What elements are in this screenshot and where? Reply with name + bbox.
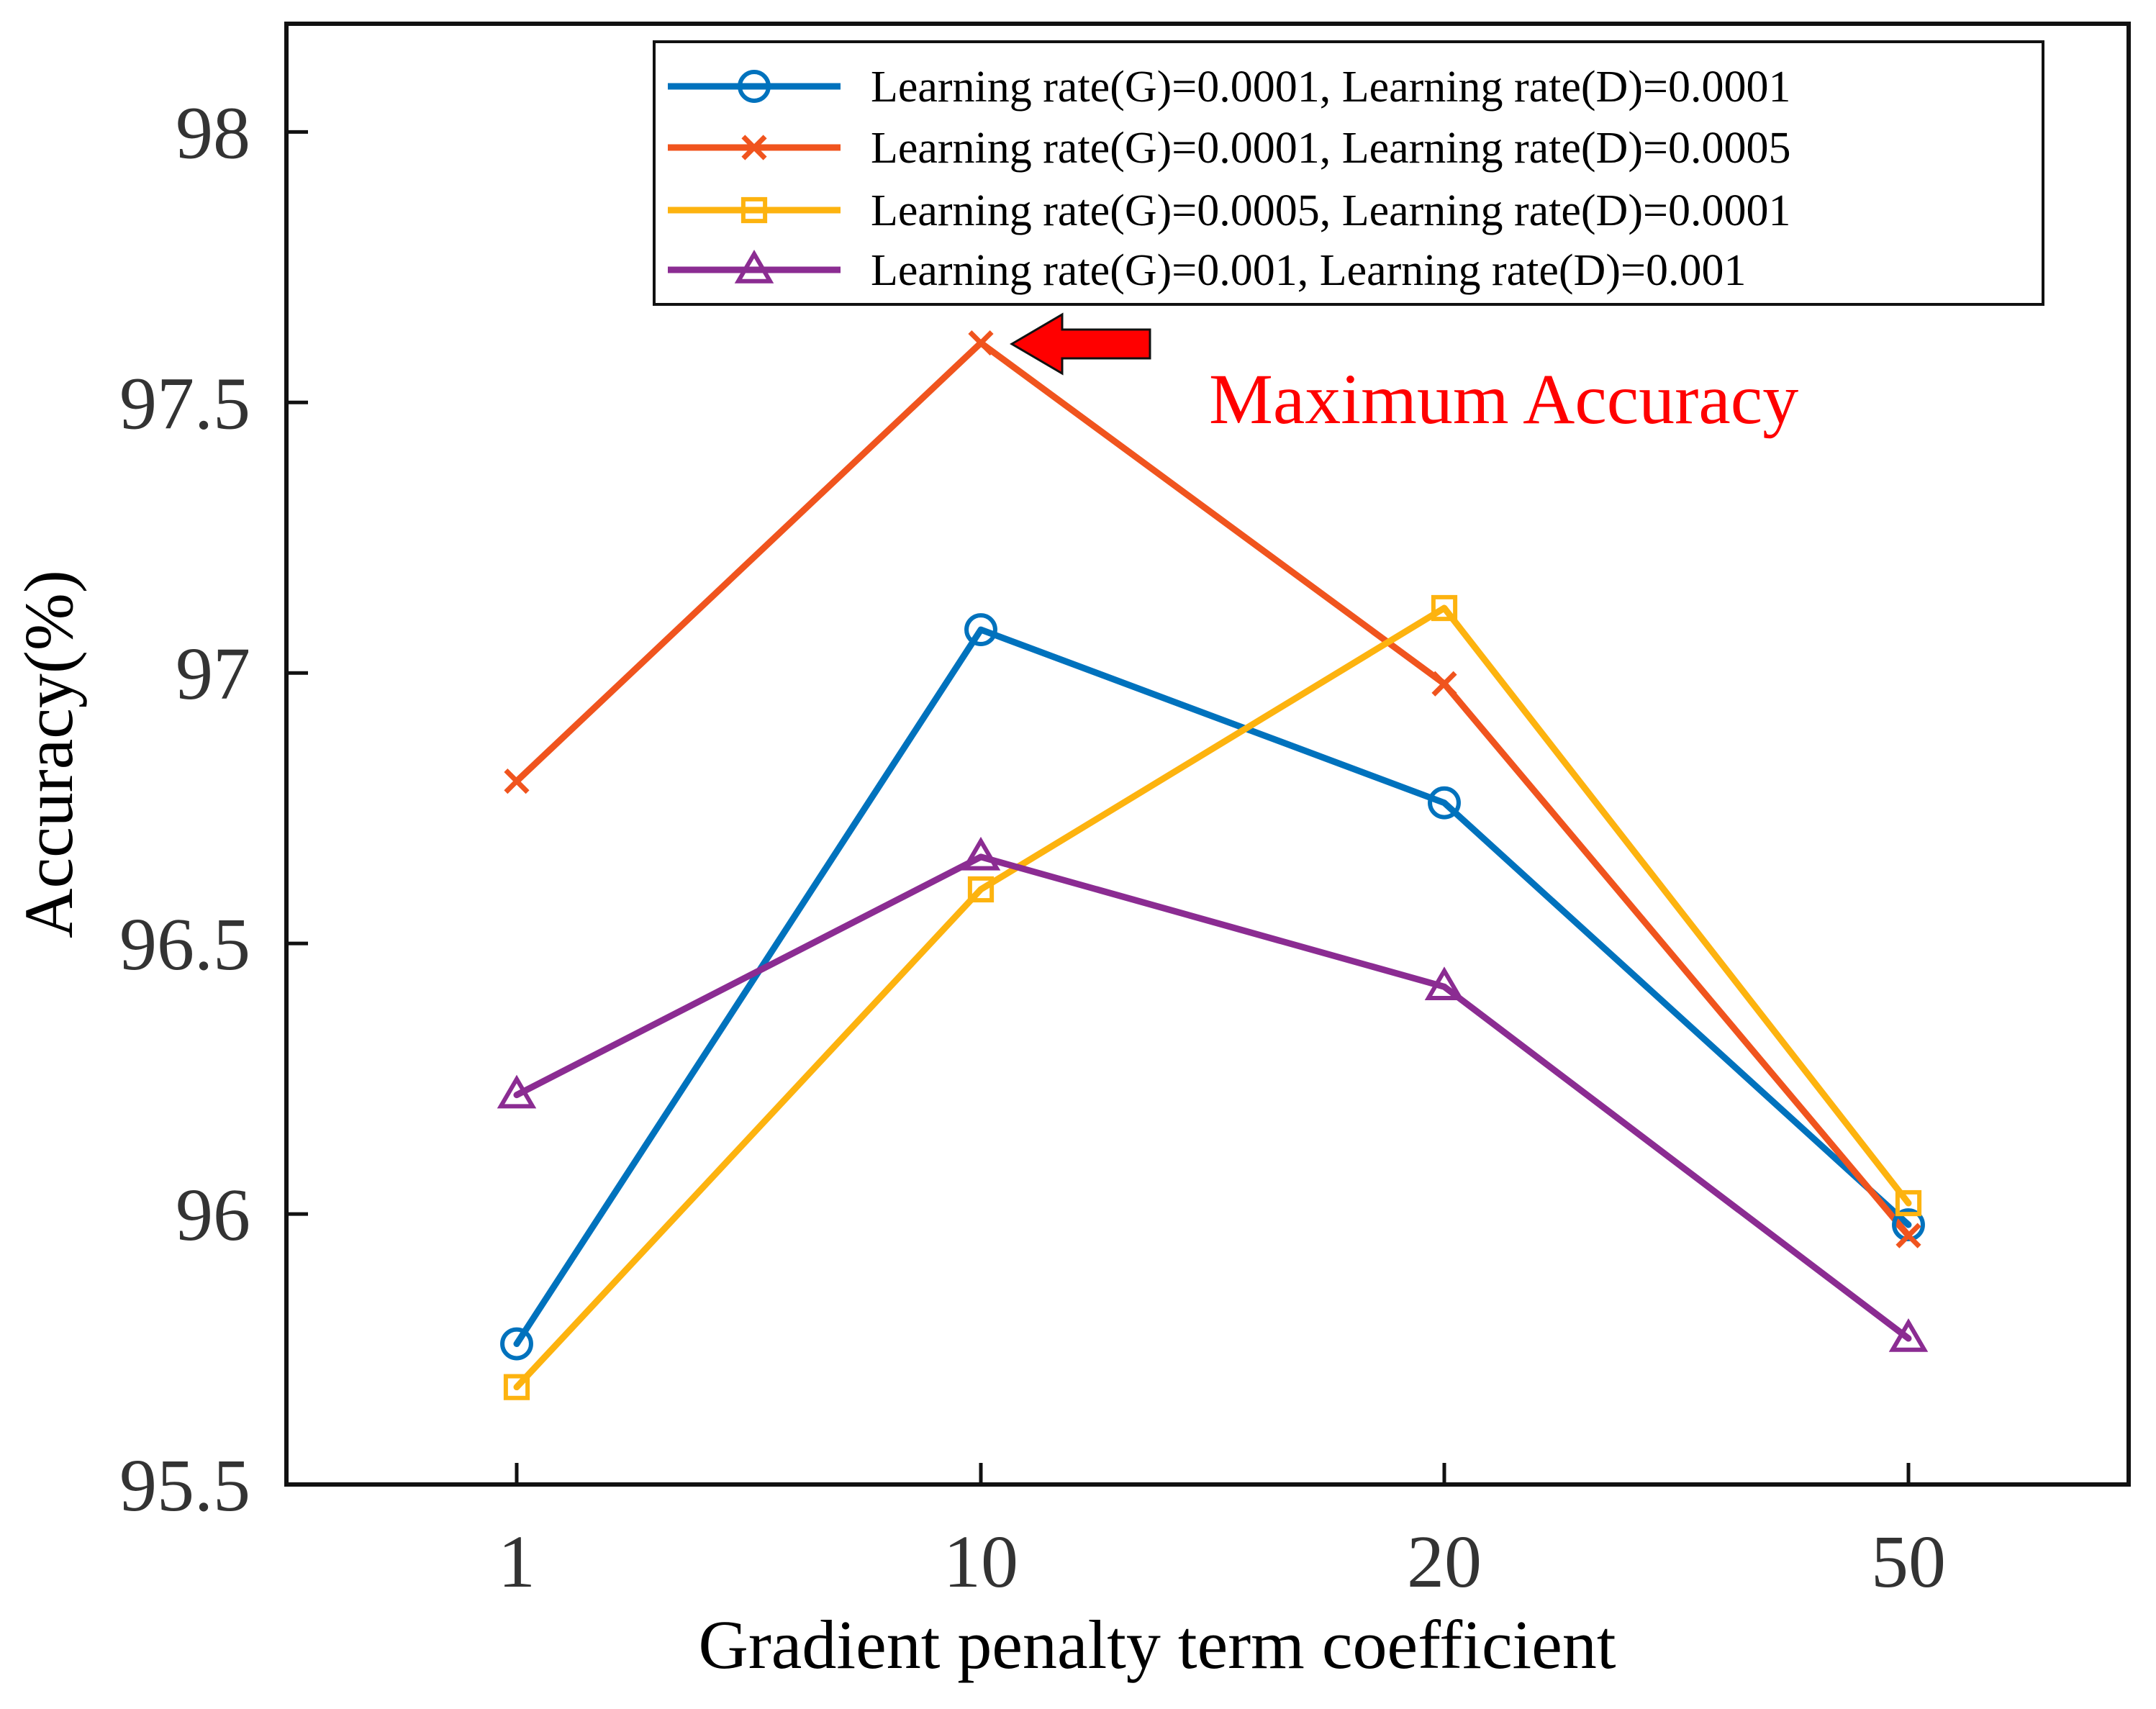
series-line-4 xyxy=(513,853,1912,1342)
legend-label-3: Learning rate(G)=0.0005, Learning rate(D… xyxy=(871,186,1790,235)
x-tick-label: 50 xyxy=(1871,1520,1946,1603)
max-accuracy-arrow xyxy=(1010,312,1151,376)
x-tick-label: 20 xyxy=(1407,1520,1482,1603)
y-tick-label: 96 xyxy=(176,1174,250,1256)
series-4-point xyxy=(1424,966,1464,1001)
series-2-point xyxy=(1895,1223,1921,1248)
max-accuracy-annotation: Maximum Accuracy xyxy=(1010,312,1798,439)
series-4-point xyxy=(1888,1318,1929,1352)
marker-layer xyxy=(497,330,1929,1400)
series-3-point xyxy=(1431,594,1458,622)
y-tick-label: 97.5 xyxy=(119,362,250,445)
series-1-point xyxy=(1428,786,1461,820)
y-tick-label: 97 xyxy=(176,633,250,715)
series-1-point xyxy=(964,613,997,647)
legend-label-1: Learning rate(G)=0.0001, Learning rate(D… xyxy=(871,63,1790,112)
series-1-point xyxy=(500,1327,533,1361)
x-axis-title: Gradient penalty term coefficient xyxy=(699,1606,1616,1683)
legend-marker-3 xyxy=(740,196,768,224)
series-2-point xyxy=(968,330,994,356)
series-4-point xyxy=(961,836,1001,871)
series-layer xyxy=(513,340,1912,1391)
legend-marker-2 xyxy=(741,135,767,160)
legend-marker-1 xyxy=(738,70,771,103)
x-tick-label: 10 xyxy=(943,1520,1018,1603)
y-axis: 95.5 96 96.5 97 97.5 98 xyxy=(119,91,308,1527)
x-tick-label: 1 xyxy=(498,1520,535,1603)
series-line-3 xyxy=(513,604,1912,1391)
series-3-point xyxy=(503,1374,530,1400)
y-tick-label: 95.5 xyxy=(119,1444,250,1527)
legend-label-2: Learning rate(G)=0.0001, Learning rate(D… xyxy=(871,124,1790,173)
legend-label-4: Learning rate(G)=0.001, Learning rate(D)… xyxy=(871,246,1746,295)
y-tick-label: 96.5 xyxy=(119,903,250,986)
series-2-point xyxy=(504,768,530,794)
y-tick-label: 98 xyxy=(176,91,250,174)
plot-frame xyxy=(284,22,2131,1487)
x-axis: 1 10 20 50 xyxy=(498,1463,1946,1603)
legend-box xyxy=(653,40,2044,306)
legend-marker-4 xyxy=(734,249,774,284)
max-accuracy-label: Maximum Accuracy xyxy=(1209,359,1798,439)
legend: Learning rate(G)=0.0001, Learning rate(D… xyxy=(653,40,2044,306)
series-3-point xyxy=(1895,1189,1922,1217)
series-4-point xyxy=(497,1074,537,1109)
series-2-point xyxy=(1431,671,1457,697)
series-line-1 xyxy=(513,626,1912,1348)
series-line-2 xyxy=(513,340,1912,1239)
y-axis-title: Accuracy(%) xyxy=(10,570,87,938)
series-3-point xyxy=(967,876,995,903)
